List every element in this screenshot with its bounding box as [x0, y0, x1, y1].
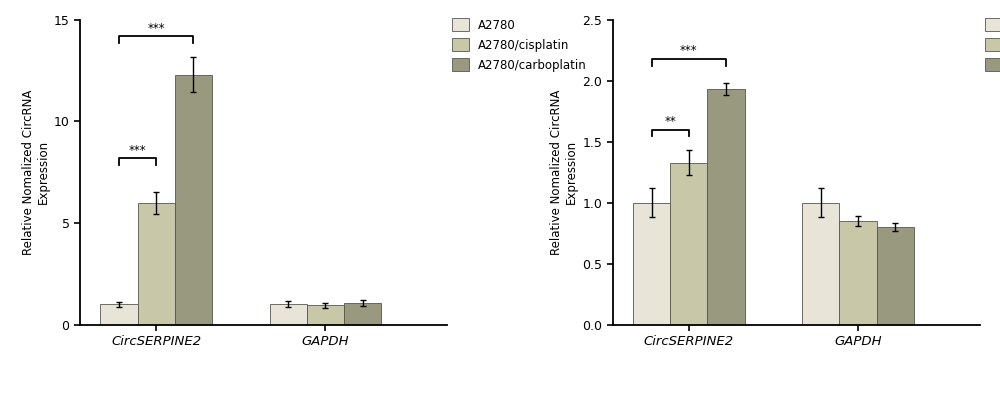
Bar [633, 203, 670, 325]
Text: ***: *** [147, 21, 165, 34]
Bar [839, 221, 877, 325]
Bar [175, 75, 212, 325]
Bar [100, 305, 138, 325]
Bar [707, 89, 745, 325]
Bar [307, 305, 344, 325]
Y-axis label: Relative Nomalized CircRNA
Expression: Relative Nomalized CircRNA Expression [550, 89, 578, 255]
Text: ***: *** [129, 143, 146, 156]
Legend: OVCAR3, OVCAR3/cisplatin, OVCAR3/Carboplatin: OVCAR3, OVCAR3/cisplatin, OVCAR3/Carbopl… [980, 14, 1000, 76]
Bar [802, 203, 839, 325]
Bar [138, 203, 175, 325]
Y-axis label: Relative Nomalized CircRNA
Expression: Relative Nomalized CircRNA Expression [22, 89, 50, 255]
Bar [670, 162, 707, 325]
Bar [344, 303, 381, 325]
Text: **: ** [664, 115, 676, 128]
Bar [270, 305, 307, 325]
Bar [877, 227, 914, 325]
Legend: A2780, A2780/cisplatin, A2780/carboplatin: A2780, A2780/cisplatin, A2780/carboplati… [447, 14, 592, 76]
Text: ***: *** [680, 44, 698, 57]
